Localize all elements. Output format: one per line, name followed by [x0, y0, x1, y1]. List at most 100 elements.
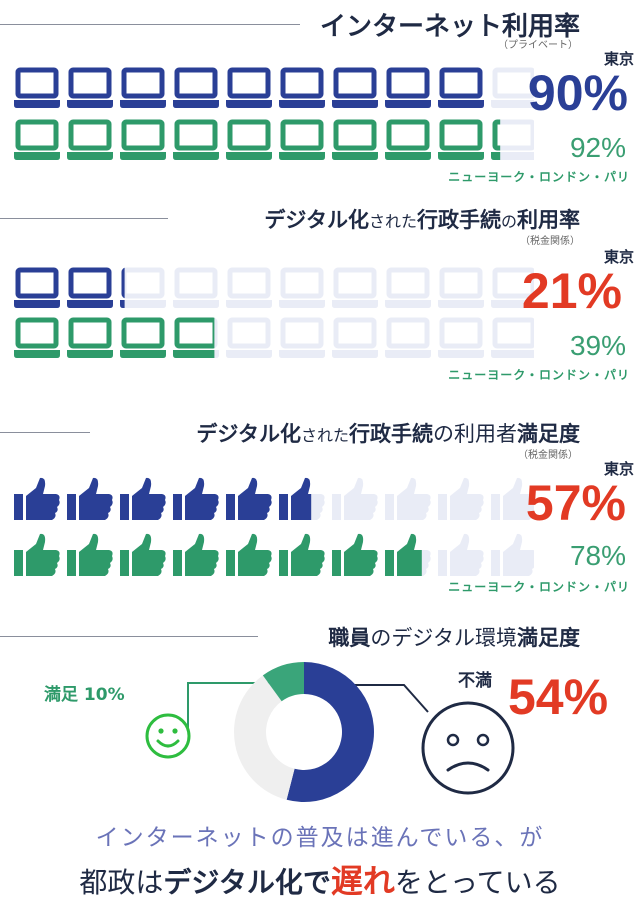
laptop-icon: [173, 119, 219, 160]
filled-icons: [14, 267, 125, 308]
laptop-icon: [120, 119, 166, 160]
filled-icons: [14, 67, 484, 108]
section2-note: （税金関係）: [520, 236, 580, 247]
laptop-icon: [438, 317, 484, 358]
section3-tokyo-pct: 57%: [525, 475, 626, 531]
section3-other-label: ニューヨーク・ロンドン・パリ: [448, 580, 630, 594]
laptop-icon: [332, 67, 378, 108]
laptop-icon: [67, 119, 113, 160]
section2-rule: [0, 218, 168, 219]
section4-rule: [0, 636, 258, 637]
tokyo-thumbs-row: [14, 477, 537, 520]
thumbs-up-icon: [279, 477, 312, 520]
section2-other-label: ニューヨーク・ロンドン・パリ: [448, 368, 630, 382]
staff-satisfaction-donut: [145, 662, 515, 802]
thumbs-up-icon: [332, 533, 378, 576]
laptop-icon: [279, 317, 325, 358]
filled-icons: [14, 317, 215, 358]
laptop-icon: [491, 67, 537, 108]
unsatisfied-label: 不満: [458, 671, 492, 691]
thumbs-up-icon: [120, 533, 166, 576]
donut-slice-satisfied: [262, 662, 304, 702]
section1-tokyo-pct: 90%: [527, 65, 628, 121]
thumbs-up-icon: [279, 533, 325, 576]
other-thumbs-row: [14, 533, 537, 576]
filled-icons: [14, 477, 312, 520]
laptop-icon: [14, 119, 60, 160]
laptop-icon: [226, 267, 272, 308]
section3-title: デジタル化された行政手続の利用者満足度: [196, 422, 580, 446]
laptop-icon: [332, 119, 378, 160]
laptop-icon: [120, 267, 125, 308]
laptop-icon: [279, 267, 325, 308]
laptop-icon: [491, 119, 501, 160]
section4-title: 職員のデジタル環境満足度: [328, 626, 580, 650]
tokyo-laptop-row: [14, 267, 537, 308]
thumbs-up-icon: [14, 477, 60, 520]
laptop-icon: [173, 267, 219, 308]
laptop-icon: [279, 119, 325, 160]
laptop-icon: [385, 67, 431, 108]
section2-tokyo-pct: 21%: [521, 263, 622, 319]
footer-line1: インターネットの普及は進んでいる、が: [95, 825, 545, 851]
footer-line2: 都政はデジタル化で遅れをとっている: [79, 862, 561, 900]
section3-tokyo-icons: [14, 474, 537, 526]
thumbs-up-icon: [438, 533, 484, 576]
laptop-icon: [173, 317, 215, 358]
unsatisfied-pct: 54%: [508, 669, 609, 725]
section2-other-icons: [14, 316, 537, 364]
laptop-icon: [120, 317, 166, 358]
tokyo-laptop-row: [14, 67, 537, 108]
laptop-icon: [14, 317, 60, 358]
laptop-icon: [67, 267, 113, 308]
section1-title: インターネット利用率: [319, 12, 580, 42]
laptop-icon: [173, 67, 219, 108]
thumbs-up-icon: [67, 533, 113, 576]
laptop-icon: [385, 267, 431, 308]
laptop-icon: [120, 267, 166, 308]
thumbs-up-icon: [120, 477, 166, 520]
laptop-icon: [226, 119, 272, 160]
laptop-icon: [438, 119, 484, 160]
filled-icons: [14, 119, 501, 160]
laptop-icon: [14, 67, 60, 108]
thumbs-up-icon: [332, 477, 378, 520]
unsatisfied-connector: [348, 684, 429, 713]
other-laptop-row: [14, 317, 537, 358]
donut-slice-unsatisfied: [286, 662, 374, 802]
satisfied-label: 満足 10%: [44, 685, 125, 705]
section1-rule: [0, 24, 300, 25]
section3-other-pct: 78%: [569, 540, 626, 571]
thumbs-up-icon: [14, 533, 60, 576]
laptop-icon: [226, 67, 272, 108]
thumbs-up-icon: [173, 533, 219, 576]
thumbs-up-icon: [385, 477, 431, 520]
laptop-icon: [226, 317, 272, 358]
other-laptop-row: [14, 119, 537, 160]
section2-other-pct: 39%: [569, 330, 626, 361]
section1-other-pct: 92%: [569, 132, 626, 163]
laptop-icon: [332, 267, 378, 308]
smiley-face-icon: [145, 713, 191, 759]
section1-note: （プライベート）: [498, 40, 578, 51]
thumbs-up-icon: [226, 533, 272, 576]
section1-tokyo-icons: [14, 66, 537, 114]
satisfied-connector: [187, 682, 272, 730]
laptop-icon: [14, 267, 60, 308]
laptop-icon: [438, 267, 484, 308]
section2-tokyo-label: 東京: [603, 248, 634, 266]
section2-tokyo-icons: [14, 266, 537, 314]
thumbs-up-icon: [491, 477, 537, 520]
section3-other-icons: [14, 530, 537, 582]
laptop-icon: [332, 317, 378, 358]
thumbs-up-icon: [173, 477, 219, 520]
thumbs-up-icon: [385, 533, 422, 576]
section3-note: （税金関係）: [518, 450, 578, 461]
section3-rule: [0, 432, 90, 433]
section1-other-label: ニューヨーク・ロンドン・パリ: [448, 170, 630, 184]
section1-tokyo-label: 東京: [603, 50, 634, 68]
laptop-icon: [67, 317, 113, 358]
thumbs-up-icon: [67, 477, 113, 520]
laptop-icon: [385, 119, 431, 160]
thumbs-up-icon: [226, 477, 272, 520]
